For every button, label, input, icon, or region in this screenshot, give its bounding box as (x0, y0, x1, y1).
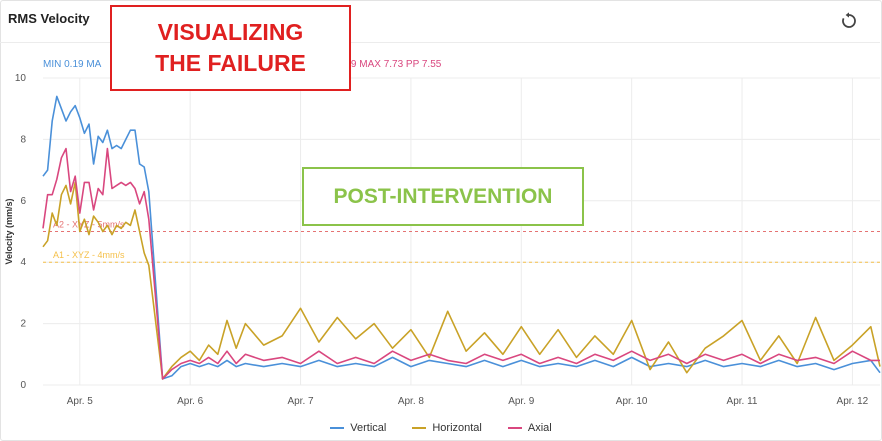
chart-legend: Vertical Horizontal Axial (0, 422, 882, 434)
legend-item-axial[interactable]: Axial (507, 422, 552, 434)
post-intervention-annotation: POST-INTERVENTION (302, 167, 584, 226)
threshold-label: A1 - XYZ - 4mm/s (53, 250, 125, 260)
failure-annotation-line1: VISUALIZING (157, 19, 304, 45)
vertical-stats: MIN 0.19 MA (43, 59, 102, 70)
legend-item-horizontal[interactable]: Horizontal (412, 422, 482, 434)
y-tick-label: 0 (20, 380, 26, 391)
legend-swatch-horizontal (412, 427, 427, 429)
legend-label-axial: Axial (527, 422, 552, 434)
x-tick-label: Apr. 7 (287, 396, 314, 407)
x-tick-label: Apr. 6 (177, 396, 204, 407)
x-tick-label: Apr. 11 (727, 396, 758, 407)
threshold-label: A2 - XYZ - 5mm/s (53, 220, 125, 230)
header-divider (0, 42, 880, 43)
y-tick-label: 8 (20, 134, 26, 145)
legend-swatch-vertical (330, 427, 345, 429)
failure-annotation-line2: THE FAILURE (155, 50, 306, 76)
x-tick-label: Apr. 12 (837, 396, 869, 407)
y-tick-label: 10 (15, 73, 27, 84)
failure-annotation: VISUALIZING THE FAILURE (110, 5, 351, 91)
series-line-vertical (42, 95, 881, 380)
x-tick-label: Apr. 5 (67, 396, 94, 407)
x-tick-label: Apr. 10 (616, 396, 648, 407)
legend-item-vertical[interactable]: Vertical (330, 422, 386, 434)
legend-label-horizontal: Horizontal (432, 422, 482, 434)
x-tick-label: Apr. 9 (508, 396, 535, 407)
axial-stats: 0.19 MAX 7.73 PP 7.55 (337, 59, 442, 70)
x-tick-label: Apr. 8 (398, 396, 425, 407)
y-tick-label: 4 (20, 257, 26, 268)
legend-swatch-axial (507, 427, 522, 429)
reset-zoom-button[interactable] (836, 8, 862, 34)
y-tick-label: 2 (20, 319, 26, 330)
series-line-axial (42, 147, 880, 380)
reset-icon (842, 12, 856, 28)
legend-label-vertical: Vertical (350, 422, 387, 434)
chart-title: RMS Velocity (8, 11, 90, 26)
series-line-horizontal (42, 181, 881, 380)
y-tick-label: 6 (20, 196, 26, 207)
y-axis-label: Velocity (mm/s) (4, 198, 14, 264)
